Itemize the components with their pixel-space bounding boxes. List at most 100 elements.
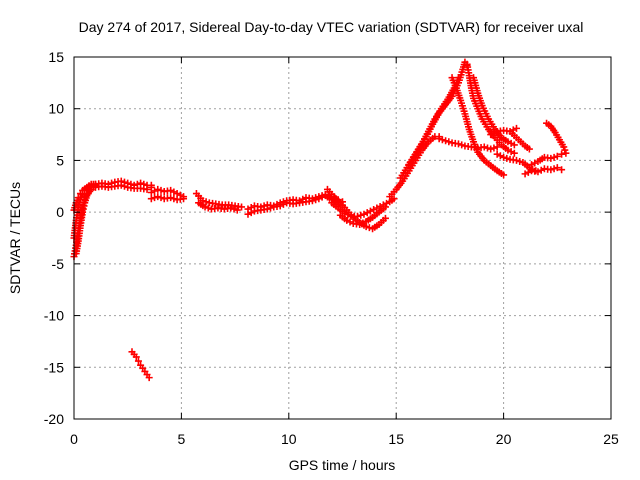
y-tick-label: -20 <box>44 411 64 427</box>
data-point <box>435 135 443 143</box>
data-point <box>154 185 162 193</box>
data-point <box>381 203 389 211</box>
data-point <box>487 145 495 153</box>
data-point <box>512 156 520 164</box>
data-point <box>170 195 178 203</box>
data-point <box>553 152 561 160</box>
y-tick-label: 5 <box>56 152 64 168</box>
data-point <box>525 145 533 153</box>
data-point <box>167 194 175 202</box>
x-axis-label: GPS time / hours <box>289 457 396 473</box>
data-point <box>490 144 498 152</box>
data-point <box>493 143 501 151</box>
data-point <box>202 198 210 206</box>
data-point <box>227 204 235 212</box>
series-arc8-fall-c <box>470 74 518 149</box>
data-point <box>308 197 316 205</box>
chart-title: Day 274 of 2017, Sidereal Day-to-day VTE… <box>79 19 584 35</box>
data-point <box>550 153 558 161</box>
series-arc9-d <box>508 130 533 153</box>
x-tick-label: 10 <box>281 431 297 447</box>
data-points <box>70 58 570 382</box>
data-point <box>454 74 462 82</box>
y-tick-label: 15 <box>48 49 64 65</box>
data-point <box>151 194 159 202</box>
data-point <box>145 374 153 382</box>
data-point <box>500 153 508 161</box>
y-axis-label: SDTVAR / TECUs <box>7 182 23 294</box>
data-point <box>120 182 128 190</box>
x-tick-label: 0 <box>70 431 78 447</box>
series-arc9-b <box>528 150 566 169</box>
series-arc8-fall-b <box>448 74 508 179</box>
data-point <box>204 204 212 212</box>
data-point <box>558 166 566 174</box>
data-point <box>143 185 151 193</box>
data-point <box>500 171 508 179</box>
data-point <box>562 149 570 157</box>
plot-frame <box>73 56 612 420</box>
series-arc7-plateau <box>435 135 501 153</box>
y-tick-labels: -20 -15 -10 -5 0 5 10 15 <box>44 49 64 427</box>
series-arc9-a <box>521 164 566 178</box>
data-point <box>357 211 365 219</box>
y-tick-label: 10 <box>48 101 64 117</box>
axis-ticks <box>73 56 612 420</box>
data-point <box>233 206 241 214</box>
data-point <box>516 157 524 165</box>
x-tick-label: 20 <box>496 431 512 447</box>
series-arc10-outlier <box>128 348 153 382</box>
data-point <box>312 196 320 204</box>
data-point <box>390 195 398 203</box>
data-point <box>134 357 142 365</box>
data-point <box>154 193 162 201</box>
data-point <box>510 141 518 149</box>
data-point <box>180 195 188 203</box>
data-point <box>157 194 165 202</box>
series-arc4-a <box>192 190 246 211</box>
series-arc3-b <box>147 193 188 204</box>
data-point <box>263 205 271 213</box>
series-arc6-b <box>328 195 398 220</box>
data-point <box>147 195 155 203</box>
data-point <box>510 149 518 157</box>
series-arc1-rise-d <box>72 181 99 258</box>
data-point <box>483 144 491 152</box>
series-arc9-c <box>543 119 570 157</box>
x-tick-label: 5 <box>178 431 186 447</box>
x-tick-label: 25 <box>603 431 619 447</box>
y-tick-label: -15 <box>44 359 64 375</box>
data-point <box>547 154 555 162</box>
series-arc3-a <box>147 185 188 201</box>
series-arc6-c <box>336 203 389 229</box>
data-point <box>480 143 488 151</box>
data-point <box>201 203 209 211</box>
data-point <box>354 212 362 220</box>
data-point <box>454 140 462 148</box>
series-arc4-b <box>195 199 241 214</box>
y-tick-label: 0 <box>56 204 64 220</box>
data-point <box>547 166 555 174</box>
data-point <box>267 204 275 212</box>
y-tick-label: -5 <box>52 256 65 272</box>
data-point <box>157 186 165 194</box>
data-point <box>132 353 140 361</box>
data-point <box>445 138 453 146</box>
data-point <box>117 181 125 189</box>
series-arc7-rise-a <box>386 133 443 201</box>
data-point <box>230 205 238 213</box>
data-point <box>238 203 246 211</box>
data-point <box>381 214 389 222</box>
data-point <box>442 137 450 145</box>
x-tick-label: 15 <box>388 431 404 447</box>
data-point <box>74 194 82 202</box>
data-point <box>438 136 446 144</box>
y-tick-label: -10 <box>44 308 64 324</box>
data-point <box>553 164 561 172</box>
data-point <box>550 165 558 173</box>
data-point <box>558 150 566 158</box>
data-point <box>512 124 520 132</box>
series-arc6-a <box>323 185 389 233</box>
data-point <box>458 141 466 149</box>
